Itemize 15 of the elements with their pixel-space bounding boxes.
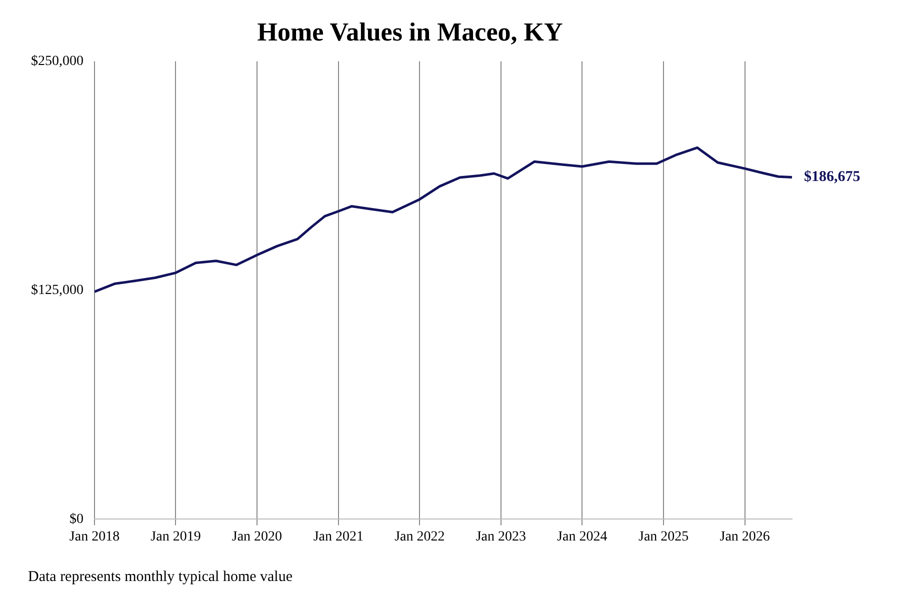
x-tick-label: Jan 2020 (232, 529, 282, 544)
text: Data represents monthly typical home value (28, 568, 293, 585)
data-label: $186,675 (804, 169, 860, 186)
x-tick-label: Jan 2021 (313, 529, 364, 544)
x-tick-label: Jan 2018 (69, 529, 120, 544)
y-tick-label: $125,000 (31, 282, 84, 298)
x-tick-label: Jan 2024 (557, 529, 608, 544)
y-tick-label: $0 (70, 512, 84, 527)
x-tick-label: Jan 2022 (394, 529, 445, 544)
y-tick-label: $250,000 (31, 54, 84, 69)
chart-title: Home Values in Maceo, KY (257, 17, 563, 46)
x-tick-label: Jan 2025 (638, 529, 689, 544)
x-tick-label: Jan 2026 (720, 529, 770, 544)
x-tick-label: Jan 2023 (476, 529, 526, 544)
x-tick-label: Jan 2019 (150, 529, 201, 544)
